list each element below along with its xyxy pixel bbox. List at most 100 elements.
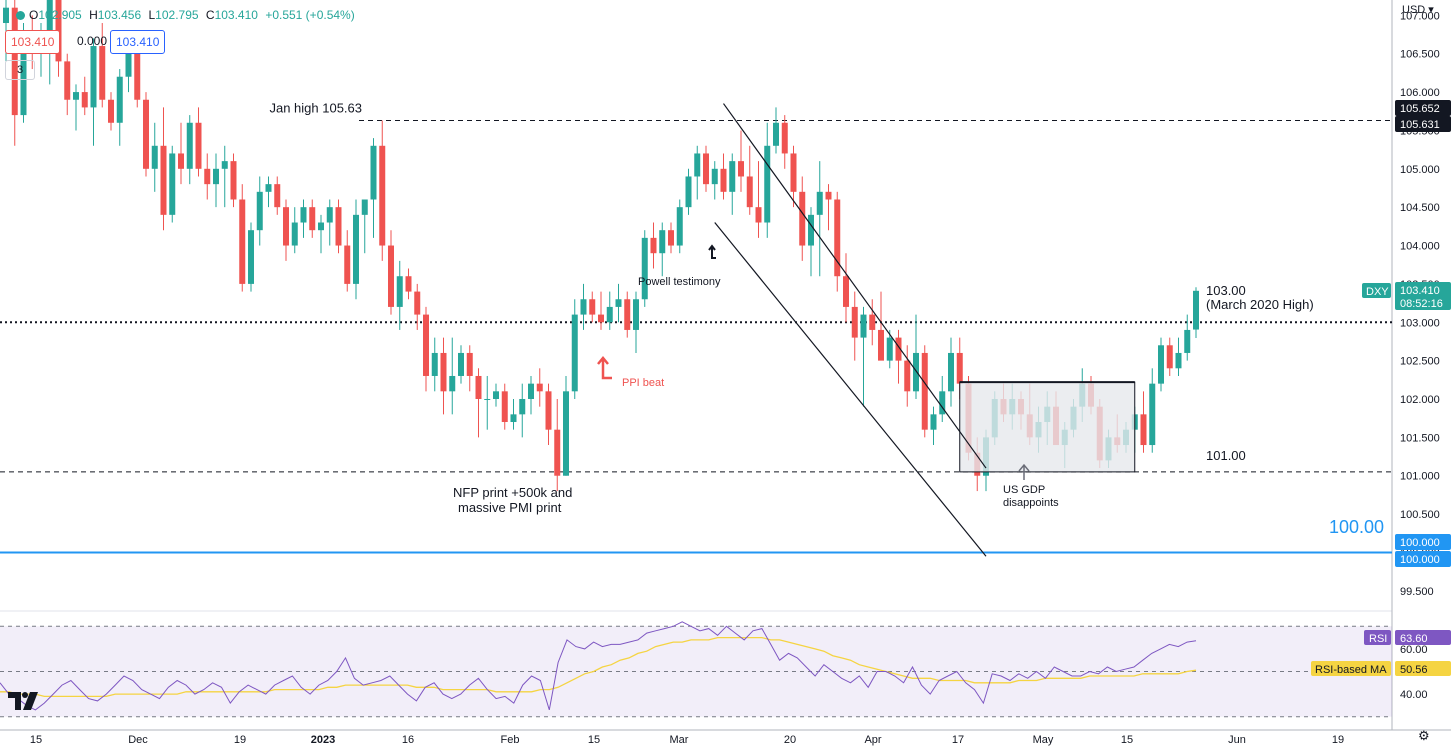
candle-body xyxy=(843,276,849,307)
settings-gear-icon[interactable]: ⚙ xyxy=(1418,728,1430,743)
candle-body xyxy=(799,191,806,246)
candle-body xyxy=(554,429,561,476)
candle-body xyxy=(64,61,71,100)
rsi-value-bg xyxy=(1395,630,1451,645)
candle-body xyxy=(379,145,386,246)
candle-body xyxy=(274,184,281,208)
candle-body xyxy=(213,168,219,185)
candle-body xyxy=(1193,290,1199,330)
candle-body xyxy=(869,314,876,330)
candle-body xyxy=(956,352,963,384)
time-tick-label: 19 xyxy=(1332,734,1344,746)
currency-selector[interactable]: USD ▾ xyxy=(1402,4,1434,16)
candle-body xyxy=(528,383,534,399)
rsi-name-bg xyxy=(1364,630,1391,645)
currency-label: USD xyxy=(1402,4,1426,16)
candle-body xyxy=(90,46,97,108)
candle-body xyxy=(764,145,771,223)
candle-body xyxy=(414,291,421,315)
candle-body xyxy=(545,391,552,430)
candle-body xyxy=(633,299,639,330)
spread-value: 0.000 xyxy=(77,34,108,48)
rsi-line xyxy=(0,621,1197,711)
tradingview-logo xyxy=(8,692,38,710)
high-value: 103.456 xyxy=(97,8,142,22)
candle-body xyxy=(11,7,18,116)
candle-body xyxy=(1175,352,1182,369)
candle-body xyxy=(536,383,543,392)
last-price-tag-bg xyxy=(1395,282,1451,310)
candle-body xyxy=(615,299,622,307)
candle-body xyxy=(431,352,438,376)
candle-body xyxy=(361,199,368,215)
price-tick-label: 103.000 xyxy=(1400,317,1440,329)
level-100-tag-bg xyxy=(1395,534,1451,550)
ohlc-header: O102.905 H103.456 L102.795 C103.410 +0.5… xyxy=(0,0,363,30)
candle-body xyxy=(81,92,88,108)
candle-body xyxy=(475,375,482,399)
time-tick-label: 19 xyxy=(234,734,246,746)
candle-body xyxy=(204,168,211,185)
candle-body xyxy=(1149,383,1156,446)
sell-price-button[interactable]: 103.410 xyxy=(5,30,61,54)
candle-body xyxy=(73,92,79,100)
candle-body xyxy=(458,352,464,376)
time-tick-label: 15 xyxy=(30,734,42,746)
candle-body xyxy=(423,314,429,376)
candle-body xyxy=(790,153,797,192)
ohlc-values: O102.905 H103.456 L102.795 C103.410 +0.5… xyxy=(29,8,359,22)
candle-body xyxy=(283,207,289,246)
close-value: 103.410 xyxy=(214,8,258,22)
price-tick-label: 106.000 xyxy=(1400,87,1440,99)
gdp-label-line2: disappoints xyxy=(1003,497,1059,509)
time-tick-label: 17 xyxy=(952,734,964,746)
candle-body xyxy=(921,352,928,430)
candle-body xyxy=(20,30,27,116)
high-label: H xyxy=(89,8,98,22)
candle-body xyxy=(309,207,316,231)
jan-high-tag-bg xyxy=(1395,100,1451,116)
candle-body xyxy=(895,337,902,361)
candle-body xyxy=(493,391,499,399)
low-value: 102.795 xyxy=(155,8,199,22)
candle-body xyxy=(248,230,254,284)
symbol-tag-bg xyxy=(1362,283,1391,298)
candle-body xyxy=(1184,329,1191,353)
candle-body xyxy=(606,306,613,323)
gdp-arrow-icon xyxy=(1018,463,1030,480)
channel-lower-line xyxy=(714,222,987,557)
candle-body xyxy=(134,38,141,100)
candle-body xyxy=(773,122,779,146)
candle-body xyxy=(46,0,53,47)
nfp-label-line2: massive PMI print xyxy=(458,500,562,515)
price-tick-label: 102.500 xyxy=(1400,356,1440,368)
candle-body xyxy=(808,214,814,246)
level-103-label: 103.00 xyxy=(1206,283,1246,298)
indicators-collapse-button[interactable]: 3 xyxy=(5,60,35,80)
price-grid xyxy=(0,0,1451,731)
candle-body xyxy=(195,122,202,169)
rsi-tick-label: 60.00 xyxy=(1400,644,1428,656)
last-price-tag-text: 103.410 xyxy=(1400,285,1440,297)
time-tick-label: Jun xyxy=(1228,734,1246,746)
price-tick-label: 100.500 xyxy=(1400,509,1440,521)
time-tick-label: May xyxy=(1033,734,1054,746)
candle-body xyxy=(510,414,517,423)
change-value: +0.551 (+0.54%) xyxy=(265,8,355,22)
candle-body xyxy=(335,207,342,246)
powell-arrow-icon xyxy=(708,244,716,259)
jan-high-tag-text: 105.652 xyxy=(1400,103,1440,115)
candle-body xyxy=(169,153,176,215)
candle-body xyxy=(1166,345,1173,369)
candle-body xyxy=(746,176,753,208)
candle-body xyxy=(886,337,893,361)
candle-body xyxy=(186,122,193,169)
rsi-ma-name: RSI-based MA xyxy=(1315,664,1387,676)
candle-body xyxy=(265,184,272,192)
rsi-ma-name-bg xyxy=(1311,661,1391,676)
levels-layer xyxy=(0,119,1392,554)
buy-price-button[interactable]: 103.410 xyxy=(110,30,166,54)
time-tick-label: Feb xyxy=(501,734,520,746)
price-tick-label: 107.000 xyxy=(1400,10,1440,22)
